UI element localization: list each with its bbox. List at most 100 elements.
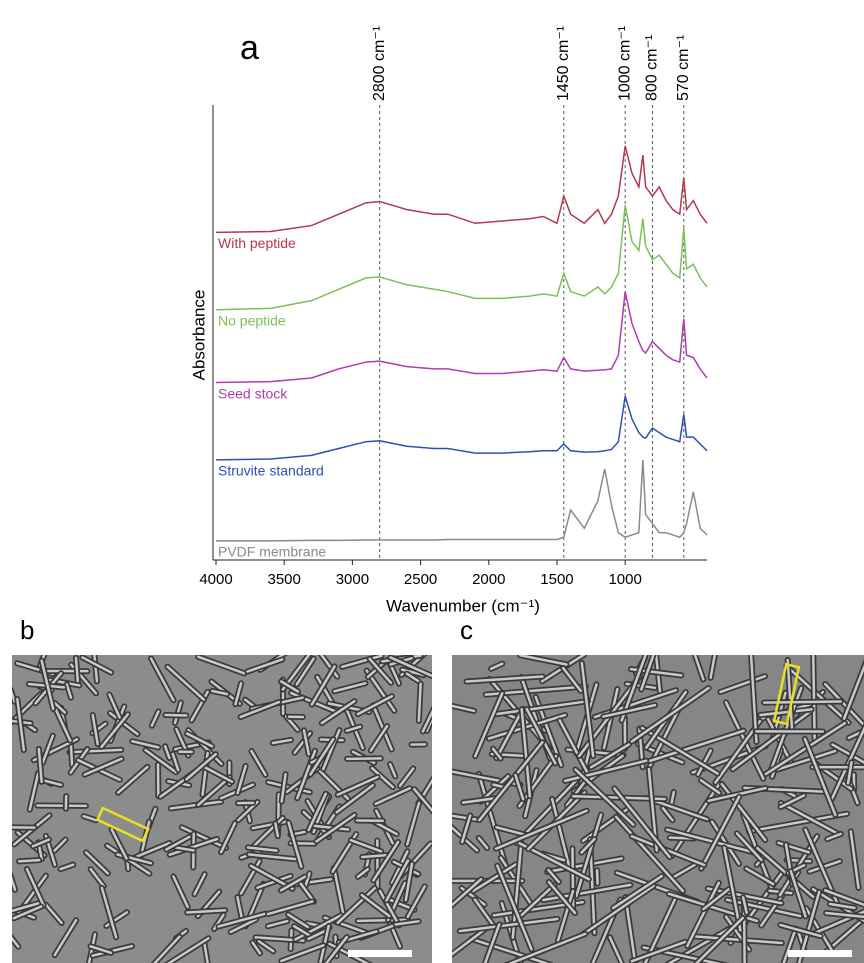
crystal xyxy=(315,813,356,843)
crystal xyxy=(494,809,588,850)
crystal xyxy=(842,663,864,721)
crystal xyxy=(274,822,280,838)
crystal xyxy=(144,748,178,774)
crystal xyxy=(547,880,577,915)
crystal xyxy=(68,748,123,754)
crystal xyxy=(460,814,472,844)
crystal xyxy=(310,665,336,706)
crystal xyxy=(779,923,822,938)
crystal xyxy=(828,902,856,910)
crystal xyxy=(719,674,767,694)
annotation: 1450 cm⁻¹ xyxy=(555,26,572,101)
crystal xyxy=(803,737,837,817)
crystal xyxy=(197,775,232,807)
crystal xyxy=(630,686,710,743)
series-label: Seed stock xyxy=(218,385,288,401)
annotation: 2800 cm⁻¹ xyxy=(371,26,388,101)
crystal xyxy=(280,772,287,803)
crystal xyxy=(251,941,262,955)
panel-label: c xyxy=(460,615,473,645)
crystal xyxy=(59,863,75,871)
crystal xyxy=(74,656,80,687)
crystal xyxy=(394,920,420,926)
crystal xyxy=(702,887,731,911)
crystal xyxy=(84,851,110,875)
crystal xyxy=(613,787,671,859)
crystal xyxy=(612,874,664,910)
crystal xyxy=(16,697,26,752)
crystal xyxy=(349,838,383,853)
panel-label: b xyxy=(20,615,34,645)
crystal xyxy=(823,889,864,907)
crystal xyxy=(279,875,307,892)
crystal xyxy=(294,914,343,941)
y-axis-label: Absorbance xyxy=(189,290,208,381)
crystal xyxy=(172,875,189,909)
crystal xyxy=(556,889,575,942)
spectrum-line xyxy=(215,204,708,311)
crystal xyxy=(166,937,210,963)
crystal xyxy=(472,863,517,893)
crystal xyxy=(575,813,603,898)
crystal xyxy=(89,945,113,955)
crystal xyxy=(725,898,802,918)
crystal xyxy=(670,790,676,806)
crystal xyxy=(333,681,367,693)
crystal xyxy=(494,699,590,716)
crystal xyxy=(483,923,501,963)
crystal xyxy=(360,893,391,918)
crystal xyxy=(246,658,284,673)
crystal xyxy=(37,747,43,784)
crystal xyxy=(747,812,849,833)
crystal xyxy=(808,859,842,873)
crystal xyxy=(452,704,476,713)
crystal xyxy=(345,725,362,733)
crystal xyxy=(452,877,483,907)
crystal xyxy=(782,927,798,963)
crystal xyxy=(356,867,370,879)
crystal xyxy=(693,655,705,681)
crystal xyxy=(565,777,588,807)
crystal xyxy=(340,655,383,669)
crystal xyxy=(470,937,550,963)
crystal xyxy=(133,841,171,859)
crystal xyxy=(168,837,219,856)
crystal xyxy=(250,749,267,777)
crystal xyxy=(266,919,289,928)
crystal xyxy=(709,655,717,680)
crystal xyxy=(514,773,525,801)
crystal xyxy=(608,936,623,963)
crystal xyxy=(477,772,508,868)
crystal xyxy=(714,719,762,784)
x-tick-label: 2000 xyxy=(472,571,505,588)
x-tick-label: 3500 xyxy=(268,571,301,588)
crystal xyxy=(489,662,504,671)
crystal xyxy=(131,740,160,749)
crystal xyxy=(110,828,128,860)
crystal xyxy=(405,672,420,683)
crystal xyxy=(508,932,587,963)
x-tick-label: 3000 xyxy=(336,571,369,588)
crystal xyxy=(335,784,375,814)
crystal xyxy=(286,913,309,929)
crystal xyxy=(153,935,181,963)
crystal xyxy=(12,690,16,703)
crystal xyxy=(356,694,394,716)
crystal xyxy=(413,787,432,813)
crystal xyxy=(321,728,341,771)
crystal xyxy=(296,749,317,800)
crystal xyxy=(452,928,486,956)
crystal xyxy=(372,840,400,882)
crystal xyxy=(487,713,567,740)
crystal xyxy=(786,658,794,733)
crystal xyxy=(417,682,422,723)
highlight-box xyxy=(772,662,801,726)
crystals xyxy=(12,655,432,963)
crystal xyxy=(53,701,67,714)
crystal xyxy=(779,801,840,836)
crystal xyxy=(846,760,853,785)
crystal xyxy=(686,881,721,948)
crystal xyxy=(700,795,741,870)
crystal xyxy=(202,765,234,783)
series-label: Struvite standard xyxy=(218,463,324,479)
